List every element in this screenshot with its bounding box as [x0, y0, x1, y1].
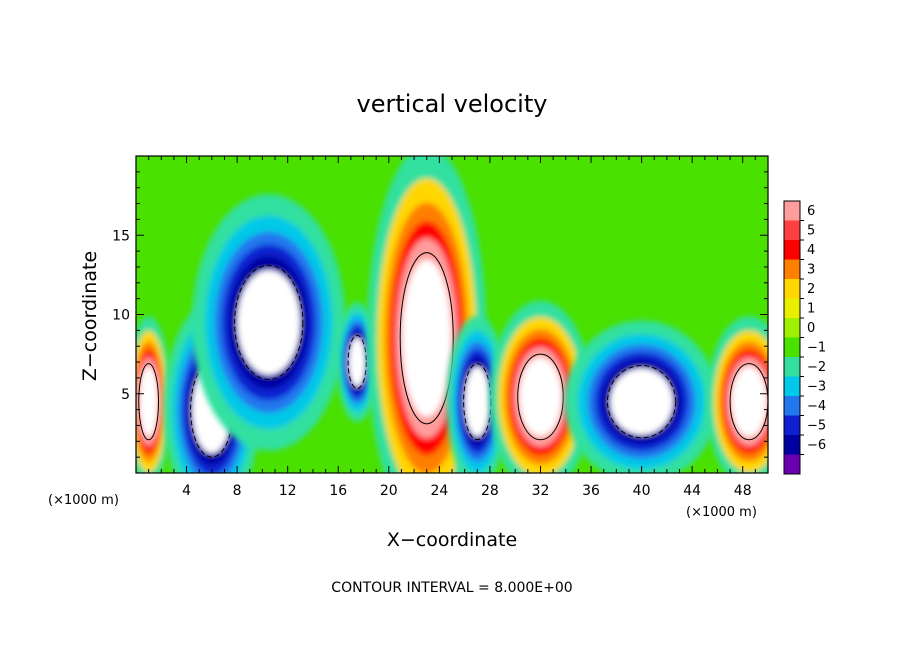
x-axis-label: X−coordinate — [387, 529, 517, 551]
chart-title: vertical velocity — [357, 90, 548, 118]
colorbar-segment — [784, 337, 800, 358]
colorbar-label: 4 — [807, 243, 815, 258]
feature-downdraft-5 — [446, 316, 508, 473]
velocity-features — [136, 156, 768, 473]
feature-band — [237, 270, 301, 375]
colorbar-label: 6 — [807, 204, 815, 219]
x-tick-label: 36 — [582, 483, 600, 499]
x-tick-label: 16 — [329, 483, 347, 499]
colorbar-segment — [784, 298, 800, 319]
feature-updraft-6 — [489, 300, 592, 473]
contour-line — [399, 252, 454, 425]
colorbar-label: 3 — [807, 262, 815, 277]
x-unit-label-left: (×1000 m) — [48, 493, 119, 508]
feature-band — [139, 366, 158, 437]
x-tick-label: 28 — [481, 483, 499, 499]
y-tick-label: 15 — [112, 228, 130, 244]
feature-downdraft-3 — [336, 302, 378, 422]
feature-updraft-8 — [706, 316, 768, 473]
colorbar-segment — [784, 435, 800, 455]
colorbar-label: −2 — [807, 360, 826, 375]
contour-line — [234, 264, 304, 380]
colorbar-label: 5 — [807, 223, 815, 238]
x-tick-label: 40 — [633, 483, 651, 499]
colorbar-segment — [784, 396, 800, 416]
contour-line — [517, 353, 564, 441]
colorbar-label: 0 — [807, 321, 815, 336]
contour-line — [138, 363, 159, 441]
x-axis: 4 8 12 16 20 24 28 32 36 40 44 48 — [148, 156, 756, 499]
colorbar: 6 5 4 3 2 1 0 −1 −2 −3 −4 −5 −6 — [783, 200, 826, 475]
colorbar-label: 2 — [807, 282, 815, 297]
feature-downdraft-7 — [564, 320, 719, 473]
colorbar-segment — [784, 454, 800, 475]
colorbar-label: −1 — [807, 340, 826, 355]
x-tick-label: 12 — [279, 483, 297, 499]
x-tick-label: 32 — [532, 483, 550, 499]
feature-band — [731, 366, 767, 437]
x-tick-label: 4 — [182, 483, 191, 499]
colorbar-label: −4 — [807, 399, 826, 414]
feature-band — [402, 259, 452, 417]
colorbar-label: −6 — [807, 438, 826, 453]
plot-area — [136, 156, 768, 473]
colorbar-segment — [784, 415, 800, 436]
y-tick-label: 5 — [121, 387, 130, 403]
x-tick-label: 8 — [233, 483, 242, 499]
colorbar-label: −5 — [807, 418, 826, 433]
colorbar-segment — [784, 376, 800, 397]
x-unit-label-right: (×1000 m) — [686, 505, 757, 520]
feature-band — [464, 366, 490, 437]
colorbar-segment — [784, 318, 800, 338]
y-axis: 5 10 15 — [112, 171, 768, 458]
colorbar-label: −3 — [807, 379, 826, 394]
feature-band — [610, 368, 673, 435]
x-tick-label: 48 — [734, 483, 752, 499]
feature-band — [348, 337, 366, 387]
contour-interval-note: CONTOUR INTERVAL = 8.000E+00 — [331, 580, 572, 596]
feature-updraft-4 — [367, 156, 487, 473]
feature-band — [519, 357, 562, 437]
feature-downdraft-2 — [191, 194, 346, 451]
colorbar-segment — [784, 279, 800, 299]
colorbar-segment — [784, 259, 800, 280]
colorbar-segment — [784, 240, 800, 260]
x-tick-label: 44 — [683, 483, 701, 499]
colorbar-segment — [784, 357, 800, 377]
colorbar-label: 1 — [807, 301, 815, 316]
colorbar-segment — [784, 220, 800, 241]
contour-line — [347, 334, 367, 390]
x-tick-label: 24 — [430, 483, 448, 499]
x-tick-label: 20 — [380, 483, 398, 499]
y-tick-label: 10 — [112, 308, 130, 324]
feature-updraft-0 — [136, 316, 171, 473]
y-axis-label: Z−coordinate — [79, 251, 101, 381]
contour-line — [606, 365, 677, 439]
colorbar-segment — [784, 201, 800, 221]
